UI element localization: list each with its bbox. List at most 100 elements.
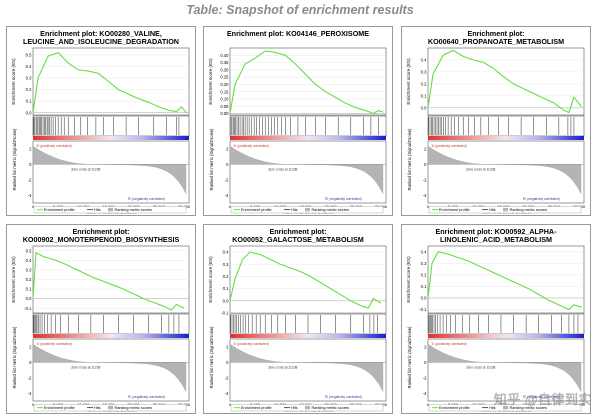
zero-cross-label: Zero cross at 11238 bbox=[466, 365, 495, 369]
metric-axis-label: Ranked list metric (Signal2Noise) bbox=[209, 326, 214, 389]
enrichment-panel: Enrichment plot: KO00640_PROPANOATE_META… bbox=[401, 26, 591, 216]
metric-tick-label: 0 bbox=[29, 360, 32, 365]
es-tick-label: 0.4 bbox=[26, 64, 32, 69]
es-plot-frame bbox=[427, 245, 585, 314]
ranked-metric-area bbox=[32, 145, 187, 194]
metric-tick-label: 2 bbox=[29, 344, 32, 349]
es-tick-label: 0.40 bbox=[220, 53, 229, 58]
panel-title: Enrichment plot: KO04146_PEROXISOME bbox=[226, 29, 370, 38]
metric-plot-frame bbox=[229, 140, 387, 204]
metric-tick-label: 2 bbox=[424, 146, 427, 151]
enrichment-profile-line bbox=[427, 49, 582, 114]
legend-metric-label: Ranking metric scores bbox=[312, 208, 350, 212]
legend-profile-label: Enrichment profile bbox=[439, 406, 470, 410]
positive-correlation-label: 'A' (positively correlated) bbox=[233, 144, 269, 148]
enrichment-profile-line bbox=[32, 51, 187, 114]
heat-strip bbox=[428, 334, 584, 338]
ranked-metric-area bbox=[229, 145, 384, 194]
metric-axis-label: Ranked list metric (Signal2Noise) bbox=[209, 128, 214, 191]
heat-strip bbox=[230, 334, 386, 338]
es-axis-label: Enrichment score (ES) bbox=[11, 58, 16, 105]
enrichment-profile-line bbox=[32, 251, 185, 311]
enrichment-chart: 0.0 0.1 0.2 0.3 0.4 Enrichment score (ES) 2 0 -2… bbox=[406, 47, 586, 215]
legend-metric-label: Ranking metric scores bbox=[115, 406, 153, 410]
heat-strip bbox=[33, 136, 189, 140]
es-tick-label: 0.4 bbox=[223, 250, 229, 255]
es-tick-label: 0.30 bbox=[220, 67, 229, 72]
zero-cross-label: Zero cross at 11238 bbox=[71, 167, 100, 171]
es-tick-label: 0.2 bbox=[26, 87, 32, 92]
es-tick-label: 0.4 bbox=[421, 249, 427, 254]
panel-title: Enrichment plot: KO00052_GALACTOSE_METAB… bbox=[232, 227, 364, 245]
metric-tick-label: -2 bbox=[225, 177, 229, 182]
legend-metric-label: Ranking metric scores bbox=[510, 208, 548, 212]
ranked-metric-area bbox=[32, 343, 187, 392]
es-tick-label: 0.3 bbox=[421, 261, 427, 266]
metric-tick-label: -2 bbox=[28, 375, 32, 380]
es-tick-label: 0.35 bbox=[220, 60, 229, 65]
es-tick-label: 0.1 bbox=[223, 286, 229, 291]
ranked-metric-area bbox=[427, 145, 582, 194]
ranked-metric-area bbox=[229, 343, 384, 392]
legend-hits-label: Hits bbox=[94, 406, 101, 410]
metric-tick-label: -2 bbox=[423, 375, 427, 380]
enrichment-panel: Enrichment plot: KO00592_ALPHA-LINOLENIC… bbox=[401, 224, 591, 414]
x-tick-label: 0 bbox=[427, 402, 430, 407]
es-axis-label: Enrichment score (ES) bbox=[406, 58, 411, 105]
metric-tick-label: -4 bbox=[28, 193, 32, 198]
legend-profile-label: Enrichment profile bbox=[241, 208, 272, 212]
positive-correlation-label: 'A' (positively correlated) bbox=[233, 342, 269, 346]
panel-title: Enrichment plot: KO00592_ALPHA-LINOLENIC… bbox=[435, 227, 557, 245]
enrichment-panel: Enrichment plot: KO04146_PEROXISOME 0.00… bbox=[203, 26, 393, 216]
metric-plot-frame bbox=[32, 338, 190, 402]
enrichment-chart: 0.00 0.05 0.10 0.15 0.20 0.25 0.30 0.35 0.40 Enri… bbox=[208, 47, 388, 215]
es-axis-label: Enrichment score (ES) bbox=[208, 256, 213, 303]
x-tick-label: 0 bbox=[229, 402, 232, 407]
metric-tick-label: 2 bbox=[424, 344, 427, 349]
metric-tick-label: -4 bbox=[225, 193, 229, 198]
es-tick-label: 0.15 bbox=[220, 89, 229, 94]
legend-metric-swatch bbox=[305, 405, 310, 410]
heat-strip bbox=[428, 136, 584, 140]
enrichment-chart: 0.4 0.3 0.2 0.1 0.0 -0.1 Enrichment score (ES)… bbox=[208, 245, 388, 413]
es-tick-label: 0.2 bbox=[421, 272, 427, 277]
es-axis-label: Enrichment score (ES) bbox=[11, 256, 16, 303]
zero-cross-label: Zero cross at 11238 bbox=[71, 365, 100, 369]
enrichment-panel: Enrichment plot: KO00052_GALACTOSE_METAB… bbox=[203, 224, 393, 414]
metric-tick-label: -4 bbox=[423, 391, 427, 396]
metric-plot-frame bbox=[427, 338, 585, 402]
es-axis-label: Enrichment score (ES) bbox=[406, 256, 411, 303]
metric-tick-label: 0 bbox=[424, 360, 427, 365]
metric-tick-label: -2 bbox=[423, 177, 427, 182]
es-tick-label: 0.00 bbox=[220, 111, 229, 116]
es-tick-label: 0.2 bbox=[223, 274, 229, 279]
legend-profile-label: Enrichment profile bbox=[44, 208, 75, 212]
legend-metric-label: Ranking metric scores bbox=[510, 406, 548, 410]
es-axis-label: Enrichment score (ES) bbox=[208, 58, 213, 105]
metric-tick-label: 0 bbox=[226, 162, 229, 167]
metric-tick-label: -2 bbox=[28, 177, 32, 182]
metric-tick-label: 0 bbox=[226, 360, 229, 365]
legend-hits-label: Hits bbox=[291, 406, 298, 410]
es-tick-label: 0.4 bbox=[26, 258, 32, 263]
es-tick-label: 0.5 bbox=[26, 53, 32, 58]
es-tick-label: 0.2 bbox=[421, 81, 427, 86]
legend-profile-label: Enrichment profile bbox=[241, 406, 272, 410]
watermark: 知乎 @自律到实 bbox=[493, 392, 592, 407]
page-title: Table: Snapshot of enrichment results bbox=[186, 3, 414, 17]
positive-correlation-label: 'A' (positively correlated) bbox=[431, 144, 467, 148]
es-tick-label: 0.1 bbox=[26, 99, 32, 104]
es-plot-frame bbox=[32, 47, 190, 116]
enrichment-profile-line bbox=[229, 251, 382, 309]
legend-hits-label: Hits bbox=[489, 208, 496, 212]
hits-frame bbox=[229, 115, 387, 137]
es-tick-label: 0.0 bbox=[421, 296, 427, 301]
legend-hits-label: Hits bbox=[489, 406, 496, 410]
negative-correlation-label: 'B' (negatively correlated) bbox=[128, 395, 165, 399]
es-tick-label: 0.0 bbox=[223, 298, 229, 303]
legend-metric-swatch bbox=[503, 405, 508, 410]
es-plot-frame bbox=[229, 47, 387, 116]
es-tick-label: 0.05 bbox=[220, 104, 229, 109]
metric-axis-label: Ranked list metric (Signal2Noise) bbox=[12, 326, 17, 389]
es-plot-frame bbox=[427, 47, 585, 116]
